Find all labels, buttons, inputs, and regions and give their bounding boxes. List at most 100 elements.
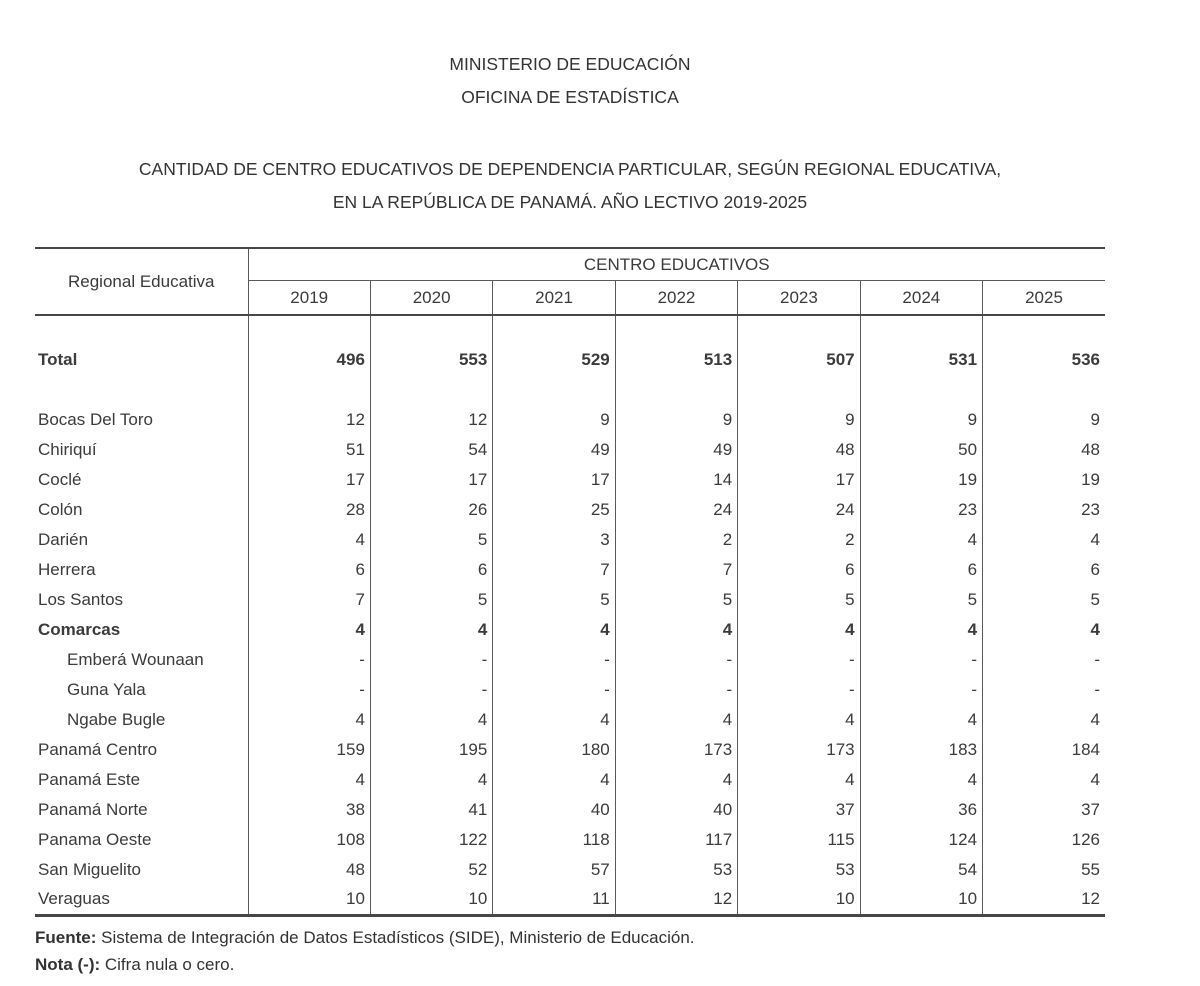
value-cell: 9 — [492, 405, 616, 435]
value-cell: 536 — [982, 345, 1105, 375]
value-cell: 4 — [859, 765, 983, 795]
value-cell: 122 — [369, 825, 493, 855]
year-column-header: 2022 — [614, 280, 738, 316]
spacer-cell — [859, 375, 983, 405]
value-cell: 17 — [247, 465, 371, 495]
value-cell: 2 — [614, 525, 738, 555]
row-label-cell: Panamá Centro — [38, 740, 158, 759]
value-cell: 9 — [614, 405, 738, 435]
row-label-cell: Colón — [38, 500, 83, 519]
source-note-label: Fuente: — [35, 927, 97, 947]
value-cell: 40 — [614, 795, 738, 825]
row-label-cell: Panama Oeste — [38, 830, 152, 849]
value-cell: 14 — [614, 465, 738, 495]
year-column-header: 2020 — [369, 280, 493, 316]
value-cell: 118 — [492, 825, 616, 855]
value-cell: 159 — [247, 735, 371, 765]
spacer-cell — [492, 375, 616, 405]
year-column-header: 2024 — [859, 280, 983, 316]
value-cell: 10 — [737, 885, 861, 915]
table-row: Emberá Wounaan - - - - - - - — [35, 645, 1105, 675]
source-note-text: Sistema de Integración de Datos Estadíst… — [96, 927, 695, 947]
value-cell: 4 — [614, 765, 738, 795]
value-cell: 5 — [492, 585, 616, 615]
table-row: Los Santos 7 5 5 5 5 5 5 — [35, 585, 1105, 615]
row-label-cell: Panamá Este — [38, 770, 141, 789]
value-cell: 10 — [859, 885, 983, 915]
value-cell: 507 — [737, 345, 861, 375]
value-cell: 17 — [492, 465, 616, 495]
value-cell: 7 — [492, 555, 616, 585]
value-cell: 4 — [247, 615, 371, 645]
value-cell: 24 — [737, 495, 861, 525]
value-cell: 17 — [369, 465, 493, 495]
value-cell: 4 — [982, 705, 1105, 735]
value-cell: 9 — [859, 405, 983, 435]
value-cell: 173 — [614, 735, 738, 765]
value-cell: 11 — [492, 885, 616, 915]
value-cell: 4 — [737, 765, 861, 795]
year-header-row: 2019 2020 2021 2022 2023 2024 2025 — [35, 280, 1105, 316]
value-cell: - — [859, 675, 983, 705]
value-cell: - — [982, 645, 1105, 675]
row-label-cell: Bocas Del Toro — [38, 410, 153, 429]
value-cell: 4 — [982, 615, 1105, 645]
spacer-cell — [982, 315, 1105, 345]
value-cell: - — [982, 675, 1105, 705]
statistics-table: Regional Educativa CENTRO EDUCATIVOS 201… — [35, 247, 1105, 917]
value-cell: 55 — [982, 855, 1105, 885]
value-cell: 513 — [614, 345, 738, 375]
spacer-cell — [247, 375, 371, 405]
value-cell: 36 — [859, 795, 983, 825]
value-cell: - — [247, 675, 371, 705]
value-cell: 52 — [369, 855, 493, 885]
spacer-cell — [982, 375, 1105, 405]
year-column-header: 2023 — [737, 280, 861, 316]
table-row: Guna Yala - - - - - - - — [35, 675, 1105, 705]
value-cell: 3 — [492, 525, 616, 555]
value-cell: 54 — [859, 855, 983, 885]
row-label-cell: Guna Yala — [67, 680, 146, 699]
value-cell: 25 — [492, 495, 616, 525]
spacer-cell — [369, 315, 493, 345]
value-cell: 126 — [982, 825, 1105, 855]
value-cell: 115 — [737, 825, 861, 855]
value-cell: 6 — [369, 555, 493, 585]
value-cell: 195 — [369, 735, 493, 765]
value-cell: 50 — [859, 435, 983, 465]
row-label-cell: Los Santos — [38, 590, 124, 609]
zero-note-text: Cifra nula o cero. — [100, 955, 235, 974]
table-row: Darién 4 5 3 2 2 4 4 — [35, 525, 1105, 555]
spacer-cell — [737, 375, 861, 405]
value-cell: 53 — [737, 855, 861, 885]
value-cell: 37 — [982, 795, 1105, 825]
table-row: Ngabe Bugle 4 4 4 4 4 4 4 — [35, 705, 1105, 735]
value-cell: 57 — [492, 855, 616, 885]
year-column-header: 2025 — [982, 280, 1105, 316]
value-cell: - — [492, 645, 616, 675]
value-cell: 24 — [614, 495, 738, 525]
row-label-cell: Panamá Norte — [38, 800, 148, 819]
table-row: Bocas Del Toro 12 12 9 9 9 9 9 — [35, 405, 1105, 435]
value-cell: 4 — [369, 615, 493, 645]
value-cell: - — [614, 645, 738, 675]
row-label-cell: Darién — [38, 530, 89, 549]
value-cell: 9 — [737, 405, 861, 435]
value-cell: 4 — [859, 615, 983, 645]
value-cell: 5 — [369, 585, 493, 615]
value-cell: 12 — [369, 405, 493, 435]
table-row: Panamá Este 4 4 4 4 4 4 4 — [35, 765, 1105, 795]
value-cell: 19 — [982, 465, 1105, 495]
ministry-title: MINISTERIO DE EDUCACIÓN — [449, 54, 691, 74]
value-cell: 5 — [982, 585, 1105, 615]
value-cell: 51 — [247, 435, 371, 465]
value-cell: 5 — [859, 585, 983, 615]
value-cell: 553 — [369, 345, 493, 375]
spacer-cell — [492, 315, 616, 345]
value-cell: 183 — [859, 735, 983, 765]
value-cell: - — [614, 675, 738, 705]
document-title-line2: EN LA REPÚBLICA DE PANAMÁ. AÑO LECTIVO 2… — [332, 192, 808, 212]
value-cell: 6 — [247, 555, 371, 585]
value-cell: 12 — [982, 885, 1105, 915]
